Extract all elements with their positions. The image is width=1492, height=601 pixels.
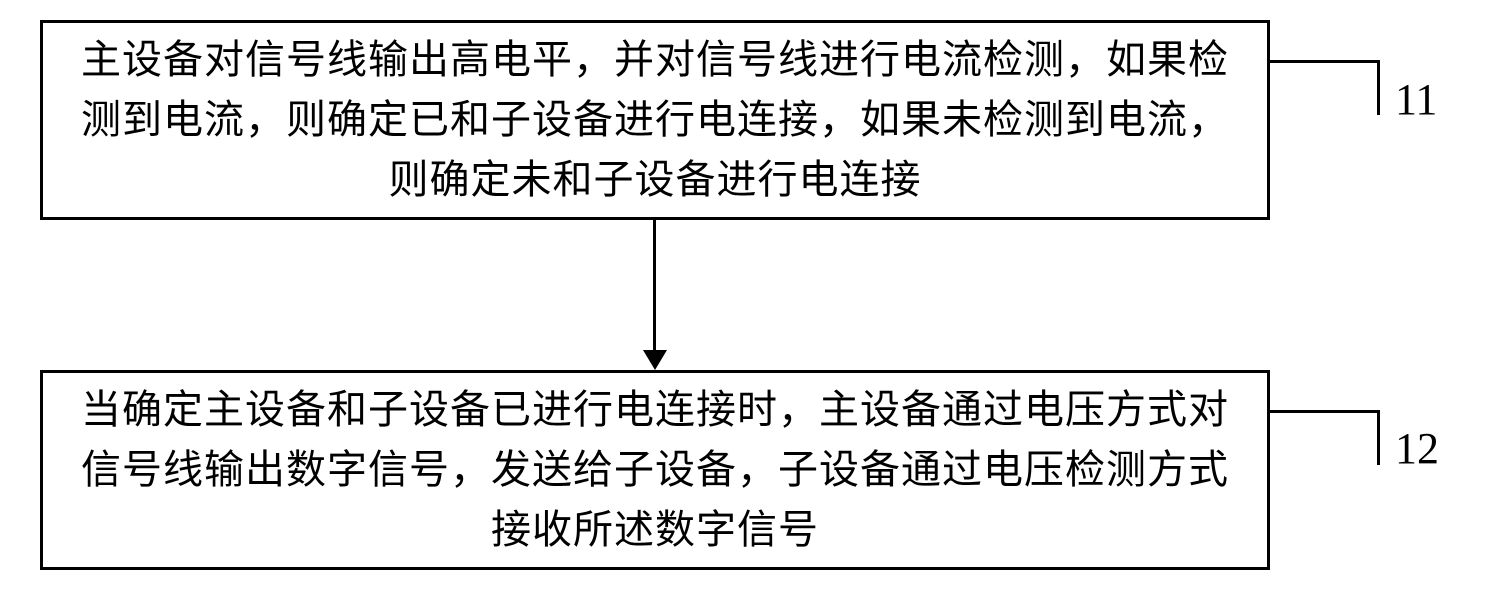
flowchart-node-step12: 当确定主设备和子设备已进行电连接时，主设备通过电压方式对信号线输出数字信号，发送… — [40, 370, 1270, 570]
flowchart-node-step11: 主设备对信号线输出高电平，并对信号线进行电流检测，如果检测到电流，则确定已和子设… — [40, 20, 1270, 220]
flowchart-container: 主设备对信号线输出高电平，并对信号线进行电流检测，如果检测到电流，则确定已和子设… — [0, 0, 1492, 601]
flowchart-node-text: 主设备对信号线输出高电平，并对信号线进行电流检测，如果检测到电流，则确定已和子设… — [73, 30, 1237, 210]
connector-bracket — [1270, 410, 1380, 465]
flowchart-node-text: 当确定主设备和子设备已进行电连接时，主设备通过电压方式对信号线输出数字信号，发送… — [73, 380, 1237, 560]
step-label-12: 12 — [1395, 423, 1439, 474]
step-label-11: 11 — [1395, 74, 1437, 125]
connector-bracket — [1270, 60, 1380, 115]
arrow-head-icon — [643, 350, 667, 370]
arrow-line — [653, 220, 656, 350]
